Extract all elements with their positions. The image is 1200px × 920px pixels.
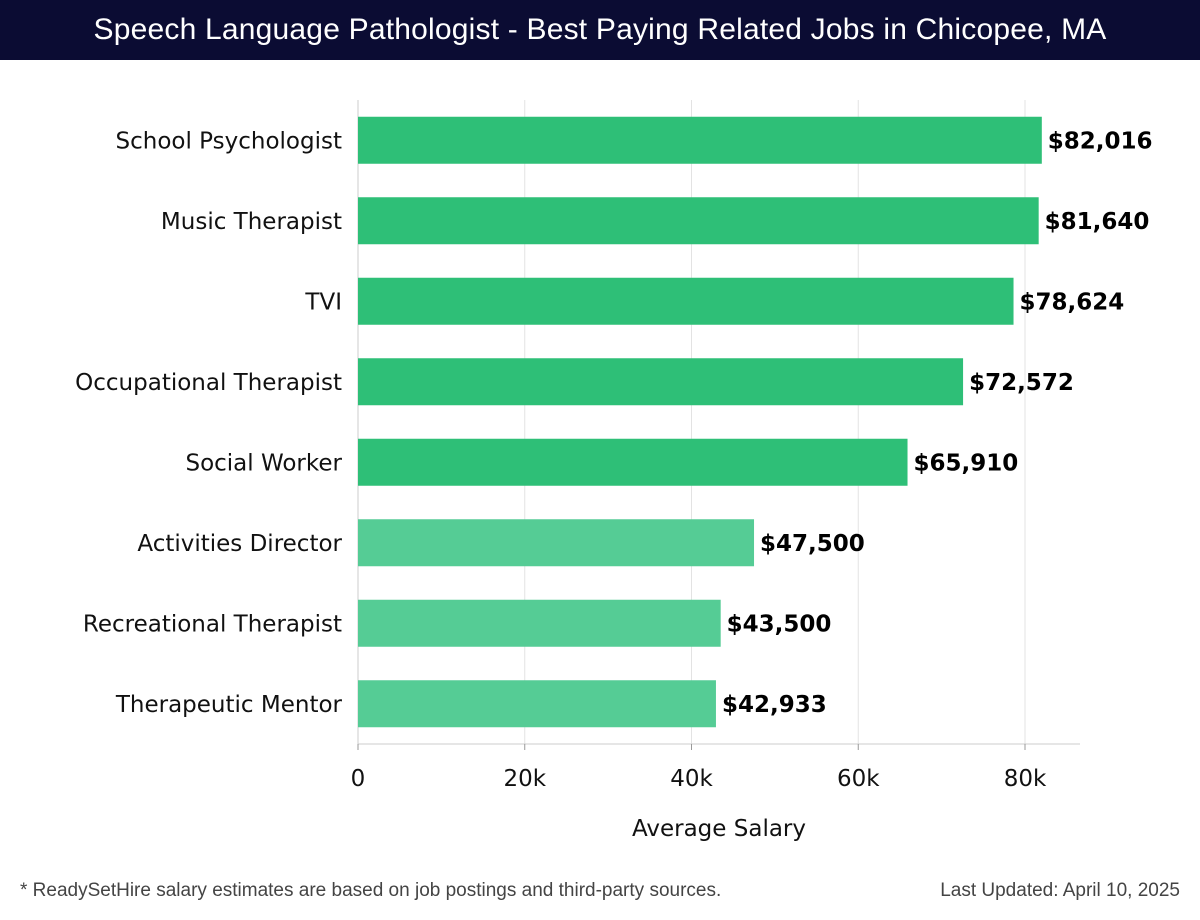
category-label: Occupational Therapist xyxy=(75,370,342,396)
bar xyxy=(358,680,716,728)
bar xyxy=(358,438,908,486)
x-tick-label: 20k xyxy=(503,766,546,792)
x-axis-title: Average Salary xyxy=(632,816,806,842)
bar xyxy=(358,599,721,647)
value-label: $42,933 xyxy=(722,692,827,718)
category-label: Music Therapist xyxy=(161,209,342,235)
category-label: Activities Director xyxy=(137,531,342,557)
category-label: Therapeutic Mentor xyxy=(115,692,343,718)
x-tick-label: 0 xyxy=(351,766,366,792)
bar xyxy=(358,277,1014,325)
bar xyxy=(358,197,1039,245)
value-label: $43,500 xyxy=(727,611,832,637)
value-label: $82,016 xyxy=(1048,128,1153,154)
bar xyxy=(358,116,1042,164)
value-label: $81,640 xyxy=(1045,209,1150,235)
value-label: $78,624 xyxy=(1020,289,1125,315)
category-label: Social Worker xyxy=(185,450,342,476)
bar xyxy=(358,358,964,406)
category-label: School Psychologist xyxy=(116,128,342,154)
category-label: TVI xyxy=(304,289,342,315)
x-tick-label: 80k xyxy=(1004,766,1047,792)
value-label: $65,910 xyxy=(914,450,1019,476)
category-label: Recreational Therapist xyxy=(83,611,342,637)
bar xyxy=(358,519,755,567)
x-tick-label: 40k xyxy=(670,766,713,792)
footer-note: * ReadySetHire salary estimates are base… xyxy=(20,880,722,901)
value-label: $72,572 xyxy=(969,370,1074,396)
value-label: $47,500 xyxy=(760,531,865,557)
x-tick-label: 60k xyxy=(837,766,880,792)
last-updated: Last Updated: April 10, 2025 xyxy=(940,880,1180,901)
chart-title: Speech Language Pathologist - Best Payin… xyxy=(0,0,1200,60)
